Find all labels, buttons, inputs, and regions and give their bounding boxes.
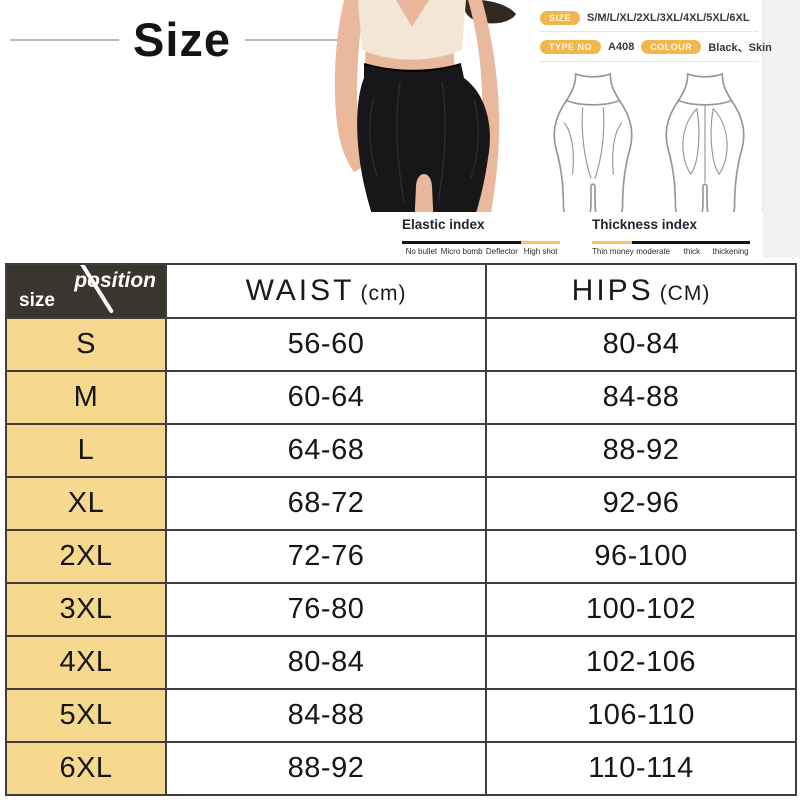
size-label-cell: L <box>5 423 167 478</box>
size-label-cell: S <box>5 317 167 372</box>
title-right-rule <box>245 38 355 41</box>
size-options-value: S/M/L/XL/2XL/3XL/4XL/5XL/6XL <box>587 12 750 24</box>
table-row-xl: XL 68-72 92-96 <box>5 476 797 531</box>
model-photo <box>280 0 530 236</box>
size-label-cell: 6XL <box>5 741 167 796</box>
table-row-m: M 60-64 84-88 <box>5 370 797 425</box>
page-title-block: Size <box>10 13 355 66</box>
waist-value-cell: 88-92 <box>165 741 487 796</box>
waist-value-cell: 80-84 <box>165 635 487 690</box>
page-title: Size <box>132 13 232 66</box>
waist-column-header: WAIST (cm) <box>165 263 487 319</box>
waist-value-cell: 56-60 <box>165 317 487 372</box>
spec-row-size: SIZE S/M/L/XL/2XL/3XL/4XL/5XL/6XL <box>540 8 758 32</box>
thickness-label: thickening <box>712 247 749 256</box>
waist-value-cell: 76-80 <box>165 582 487 637</box>
elastic-index-block: Elastic index No bullet Micro bomb Defle… <box>402 217 560 262</box>
hips-value-cell: 84-88 <box>485 370 797 425</box>
hips-column-header: HIPS (CM) <box>485 263 797 319</box>
size-label-cell: 2XL <box>5 529 167 584</box>
thickness-seg-2 <box>631 241 671 244</box>
garment-drawings <box>540 62 758 225</box>
size-label-cell: XL <box>5 476 167 531</box>
shapewear-back-outline-icon <box>665 72 745 220</box>
type-no-value: A408 <box>608 41 635 53</box>
waist-value-cell: 72-76 <box>165 529 487 584</box>
size-label-cell: M <box>5 370 167 425</box>
table-row-s: S 56-60 80-84 <box>5 317 797 372</box>
size-label-cell: 5XL <box>5 688 167 743</box>
hips-value-cell: 102-106 <box>485 635 797 690</box>
hips-value-cell: 100-102 <box>485 582 797 637</box>
thickness-seg-4 <box>710 241 750 244</box>
elastic-index-bar <box>402 241 560 244</box>
hips-value-cell: 80-84 <box>485 317 797 372</box>
thickness-index-title: Thickness index <box>592 217 698 232</box>
hips-header-unit: (CM) <box>659 282 711 305</box>
elastic-seg-3 <box>481 241 521 244</box>
waist-value-cell: 64-68 <box>165 423 487 478</box>
waist-value-cell: 84-88 <box>165 688 487 743</box>
thickness-index-bar <box>592 241 750 244</box>
corner-header-cell: size position <box>5 263 167 319</box>
hips-value-cell: 92-96 <box>485 476 797 531</box>
elastic-seg-1 <box>402 241 442 244</box>
type-no-badge: TYPE NO <box>540 40 602 54</box>
hero-section: Size <box>0 0 800 262</box>
table-row-6xl: 6XL 88-92 110-114 <box>5 741 797 796</box>
size-label-cell: 4XL <box>5 635 167 690</box>
table-row-4xl: 4XL 80-84 102-106 <box>5 635 797 690</box>
right-margin-strip <box>762 0 800 258</box>
elastic-label: No bullet <box>405 247 438 256</box>
size-label-cell: 3XL <box>5 582 167 637</box>
corner-row-axis-label: size <box>19 290 55 311</box>
colour-badge: COLOUR <box>641 40 702 54</box>
elastic-label: High shot <box>523 247 558 256</box>
title-left-rule <box>10 38 119 41</box>
thickness-index-labels: Thin money moderate thick thickening <box>592 247 750 256</box>
thickness-label: Thin money <box>592 247 634 256</box>
elastic-index-labels: No bullet Micro bomb Deflector High shot <box>402 247 560 256</box>
thickness-seg-3 <box>671 241 711 244</box>
elastic-label: Micro bomb <box>440 247 483 256</box>
waist-header-unit: (cm) <box>360 282 407 305</box>
colour-value: Black、Skin <box>708 42 772 54</box>
elastic-seg-2 <box>441 241 481 244</box>
spec-row-type-colour: TYPE NO A408 COLOUR Black、Skin <box>540 32 772 62</box>
index-strip: Elastic index No bullet Micro bomb Defle… <box>353 212 763 262</box>
elastic-seg-4-active <box>520 241 560 244</box>
corner-col-axis-label: position <box>74 269 156 292</box>
hips-value-cell: 88-92 <box>485 423 797 478</box>
hips-header-label: HIPS <box>571 274 654 307</box>
hips-value-cell: 110-114 <box>485 741 797 796</box>
size-table: size position WAIST (cm) HIPS (CM) S 56-60… <box>5 263 797 796</box>
table-row-5xl: 5XL 84-88 106-110 <box>5 688 797 743</box>
table-row-l: L 64-68 88-92 <box>5 423 797 478</box>
thickness-index-block: Thickness index Thin money moderate thic… <box>592 217 750 262</box>
thickness-label: moderate <box>636 247 671 256</box>
shapewear-model-illustration <box>334 0 516 236</box>
elastic-index-title: Elastic index <box>402 217 485 232</box>
waist-value-cell: 68-72 <box>165 476 487 531</box>
size-badge: SIZE <box>540 11 581 25</box>
thickness-seg-1-active <box>592 241 632 244</box>
table-row-3xl: 3XL 76-80 100-102 <box>5 582 797 637</box>
table-header-row: size position WAIST (cm) HIPS (CM) <box>5 263 797 319</box>
shapewear-front-outline-icon <box>553 72 633 220</box>
waist-header-label: WAIST <box>245 274 355 307</box>
hips-value-cell: 96-100 <box>485 529 797 584</box>
elastic-label: Deflector <box>485 247 518 256</box>
hips-value-cell: 106-110 <box>485 688 797 743</box>
thickness-label: thick <box>683 247 701 256</box>
table-row-2xl: 2XL 72-76 96-100 <box>5 529 797 584</box>
waist-value-cell: 60-64 <box>165 370 487 425</box>
